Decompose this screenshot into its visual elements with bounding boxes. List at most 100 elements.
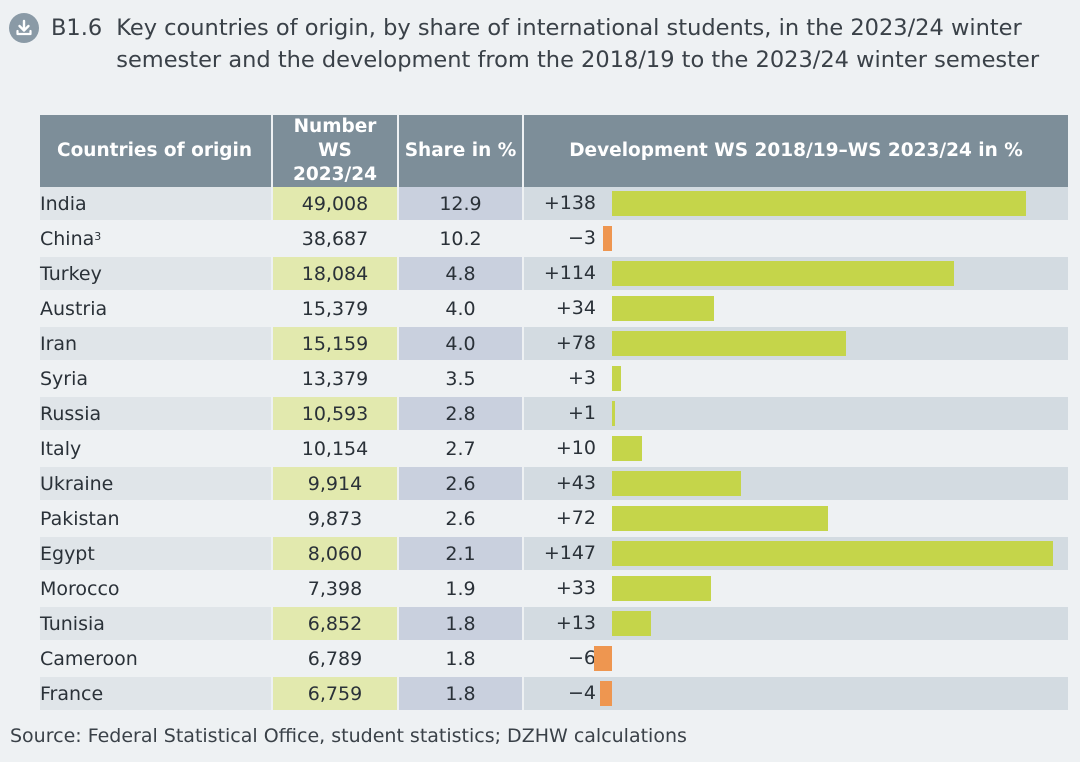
development-cell: +43 — [523, 466, 1068, 502]
development-label: −4 — [567, 682, 596, 704]
number-cell: 9,873 — [272, 501, 399, 537]
development-bar — [612, 506, 828, 531]
country-name: Italy — [40, 431, 273, 467]
development-cell: +33 — [523, 571, 1068, 607]
country-label: Egypt — [40, 542, 95, 565]
development-bar — [600, 681, 612, 706]
source-note: Source: Federal Statistical Office, stud… — [10, 725, 687, 747]
country-label: Morocco — [40, 577, 120, 600]
table-row: Ukraine 9,914 2.6 +43 — [40, 466, 1068, 502]
development-bar — [612, 471, 741, 496]
development-cell: +114 — [523, 256, 1068, 292]
development-bar — [612, 401, 615, 426]
number-cell: 8,060 — [272, 536, 399, 572]
share-cell: 1.9 — [398, 571, 524, 607]
share-cell: 2.6 — [398, 466, 524, 502]
development-cell: +1 — [523, 396, 1068, 432]
number-cell: 49,008 — [272, 187, 399, 222]
table-row: Cameroon 6,789 1.8 −6 — [40, 641, 1068, 677]
development-cell: −6 — [523, 641, 1068, 677]
share-cell: 4.8 — [398, 256, 524, 292]
number-cell: 6,759 — [272, 676, 399, 712]
country-label: Tunisia — [40, 612, 105, 635]
development-cell: +78 — [523, 326, 1068, 362]
share-cell: 1.8 — [398, 676, 524, 712]
development-bar — [612, 576, 711, 601]
share-cell: 3.5 — [398, 361, 524, 397]
development-label: +10 — [555, 437, 596, 459]
share-cell: 2.7 — [398, 431, 524, 467]
country-name: Ukraine — [40, 466, 273, 502]
development-label: −6 — [567, 647, 596, 669]
table-row: Italy 10,154 2.7 +10 — [40, 431, 1068, 467]
number-cell: 9,914 — [272, 466, 399, 502]
country-label: Pakistan — [40, 507, 120, 530]
development-bar — [603, 226, 612, 251]
development-label: +13 — [555, 612, 596, 634]
download-icon[interactable] — [9, 13, 39, 43]
share-cell: 12.9 — [398, 187, 524, 222]
share-cell: 4.0 — [398, 291, 524, 327]
figure-title: Key countries of origin, by share of int… — [116, 15, 1040, 73]
number-cell: 7,398 — [272, 571, 399, 607]
development-bar — [612, 541, 1053, 566]
development-label: −3 — [567, 227, 596, 249]
footnote-marker: 3 — [94, 229, 102, 243]
table-row: Russia 10,593 2.8 +1 — [40, 396, 1068, 432]
development-label: +114 — [543, 262, 596, 284]
table-row: India 49,008 12.9 +138 — [40, 187, 1068, 222]
country-label: India — [40, 192, 87, 215]
country-label: Turkey — [40, 262, 102, 285]
development-label: +147 — [543, 542, 596, 564]
development-bar — [612, 261, 954, 286]
number-cell: 13,379 — [272, 361, 399, 397]
country-name: Pakistan — [40, 501, 273, 537]
number-cell: 15,379 — [272, 291, 399, 327]
country-label: Austria — [40, 297, 108, 320]
table-row: Austria 15,379 4.0 +34 — [40, 291, 1068, 327]
number-cell: 6,789 — [272, 641, 399, 677]
figure-number: B1.6 — [51, 15, 103, 41]
development-cell: +72 — [523, 501, 1068, 537]
header-share: Share in % — [398, 115, 524, 187]
header-development: Development WS 2018/19–WS 2023/24 in % — [523, 115, 1068, 187]
country-label: Ukraine — [40, 472, 114, 495]
development-cell: −3 — [523, 221, 1068, 257]
number-cell: 18,084 — [272, 256, 399, 292]
share-cell: 2.6 — [398, 501, 524, 537]
country-name: Morocco — [40, 571, 273, 607]
development-cell: +34 — [523, 291, 1068, 327]
development-bar — [612, 611, 651, 636]
development-label: +34 — [555, 297, 596, 319]
header-country: Countries of origin — [40, 115, 273, 187]
number-cell: 38,687 — [272, 221, 399, 257]
table-body: India 49,008 12.9 +138 China3 38,687 10.2 −3 Tur… — [40, 187, 1068, 712]
table-header-row: Countries of origin Number WS 2023/24 Sh… — [40, 115, 1068, 187]
share-cell: 2.1 — [398, 536, 524, 572]
number-cell: 6,852 — [272, 606, 399, 642]
table-row: Egypt 8,060 2.1 +147 — [40, 536, 1068, 572]
country-name: Austria — [40, 291, 273, 327]
development-bar — [612, 436, 642, 461]
country-name: Turkey — [40, 256, 273, 292]
development-bar — [612, 296, 714, 321]
country-name: Russia — [40, 396, 273, 432]
table-row: Syria 13,379 3.5 +3 — [40, 361, 1068, 397]
country-name: India — [40, 187, 273, 222]
development-label: +43 — [555, 472, 596, 494]
number-cell: 10,593 — [272, 396, 399, 432]
country-name: China3 — [40, 221, 273, 257]
country-name: Iran — [40, 326, 273, 362]
countries-table: Countries of origin Number WS 2023/24 Sh… — [40, 115, 1068, 712]
header-number-line2: WS 2023/24 — [293, 140, 377, 185]
country-name: Syria — [40, 361, 273, 397]
number-cell: 10,154 — [272, 431, 399, 467]
country-label: Russia — [40, 402, 102, 425]
header-number-line1: Number — [293, 116, 377, 137]
share-cell: 1.8 — [398, 606, 524, 642]
table-row: Pakistan 9,873 2.6 +72 — [40, 501, 1068, 537]
development-cell: +10 — [523, 431, 1068, 467]
header-number: Number WS 2023/24 — [272, 115, 399, 187]
development-label: +72 — [555, 507, 596, 529]
